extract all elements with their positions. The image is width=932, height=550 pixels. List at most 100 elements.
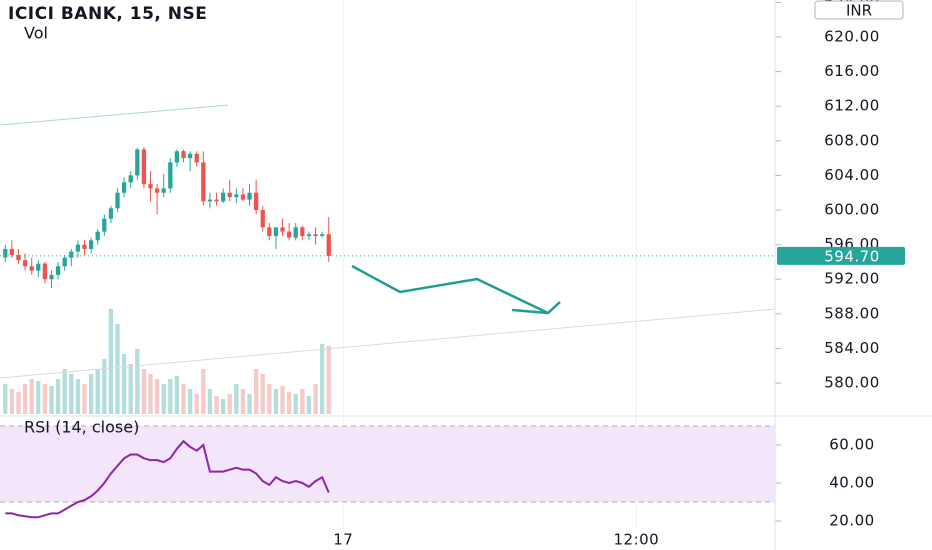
volume-bar: [201, 369, 206, 414]
candle-body: [194, 153, 199, 163]
volume-bar: [194, 394, 199, 414]
candle-body: [148, 184, 153, 189]
volume-bar: [115, 324, 120, 414]
volume-bar: [42, 384, 48, 414]
volume-bar: [29, 379, 34, 414]
candle-body: [220, 192, 226, 202]
candle-body: [69, 251, 74, 258]
candle-body: [260, 210, 265, 228]
projection-path: [511, 308, 549, 315]
candle-body: [42, 263, 48, 280]
volume-bar: [253, 369, 259, 414]
candle-body: [141, 149, 147, 185]
volume-bar: [161, 384, 166, 414]
candle-body: [62, 257, 67, 267]
volume-bar: [9, 389, 15, 414]
volume-bar: [181, 384, 186, 414]
volume-bar: [128, 364, 133, 414]
x-tick-label: 12:00: [614, 531, 660, 549]
volume-bar: [227, 394, 232, 414]
candle-body: [22, 260, 28, 267]
candle-body: [273, 227, 279, 236]
candle-body: [326, 234, 331, 256]
candle-body: [121, 182, 127, 193]
candle-body: [181, 151, 186, 159]
candle-body: [3, 248, 8, 258]
candle-body: [227, 192, 232, 198]
candle-body: [135, 149, 140, 176]
rsi-band: [0, 425, 775, 502]
volume-bar: [135, 349, 140, 414]
volume-bar: [75, 379, 81, 414]
volume-bar: [187, 389, 193, 414]
y-tick-label: 580.00: [824, 374, 880, 392]
currency-box: [814, 0, 904, 20]
volume-label: Vol: [24, 24, 48, 43]
volume-bar: [174, 376, 180, 414]
candle-body: [247, 192, 252, 200]
candle-body: [36, 263, 41, 271]
volume-bar: [320, 344, 325, 414]
candle-body: [75, 244, 81, 252]
candle-body: [154, 188, 160, 193]
volume-bar: [207, 389, 213, 414]
candle-body: [280, 227, 285, 232]
volume-bar: [36, 381, 41, 414]
volume-bar: [121, 354, 127, 414]
volume-bar: [293, 394, 298, 414]
candle-body: [253, 192, 259, 211]
candle-body: [300, 227, 305, 236]
volume-bar: [247, 394, 252, 414]
y-tick-label: 604.00: [824, 166, 880, 184]
candle-body: [95, 231, 100, 241]
candle-body: [174, 151, 180, 163]
volume-bar: [286, 392, 292, 414]
y-tick-label: 20.00: [829, 511, 874, 529]
candle-body: [201, 162, 206, 202]
candle-body: [320, 234, 325, 236]
candle-body: [168, 162, 173, 189]
candle-body: [293, 227, 298, 238]
candle-body: [88, 240, 94, 249]
candle-body: [240, 194, 246, 200]
volume-bar: [82, 384, 87, 414]
volume-bar: [22, 384, 28, 414]
volume-bar: [62, 369, 67, 414]
projection-path: [351, 264, 561, 315]
candle-body: [9, 248, 15, 256]
trend-line: [0, 308, 776, 379]
currency-label: INR: [846, 2, 872, 20]
candle-body: [16, 255, 21, 261]
y-tick-label: 612.00: [824, 97, 880, 115]
candle-body: [161, 188, 166, 193]
volume-bar: [16, 392, 21, 414]
volume-bar: [326, 346, 331, 414]
candle-body: [102, 218, 107, 232]
y-tick-label: 592.00: [824, 270, 880, 288]
volume-bar: [88, 374, 94, 414]
volume-bar: [3, 384, 8, 414]
candle-body: [286, 231, 292, 238]
candle-body: [306, 234, 312, 236]
candle-body: [115, 192, 120, 209]
volume-bar: [267, 384, 272, 414]
volume-bar: [214, 396, 219, 414]
candle-body: [128, 175, 133, 183]
candle-body: [49, 274, 54, 280]
volume-bar: [280, 386, 285, 414]
y-tick-label: 600.00: [824, 201, 880, 219]
volume-bar: [300, 389, 305, 414]
candle-body: [207, 199, 213, 202]
y-tick-label: 616.00: [824, 62, 880, 80]
volume-bar: [148, 374, 153, 414]
candle-body: [55, 266, 61, 275]
volume-bar: [220, 399, 226, 414]
trend-line: [0, 104, 229, 126]
candle-body: [313, 234, 318, 236]
volume-bar: [141, 369, 147, 414]
volume-bar: [108, 309, 114, 414]
volume-bar: [306, 396, 312, 414]
plot: 17 12:00580.00584.00588.00592.00596.00600…: [0, 0, 905, 549]
volume-bar: [102, 359, 107, 414]
